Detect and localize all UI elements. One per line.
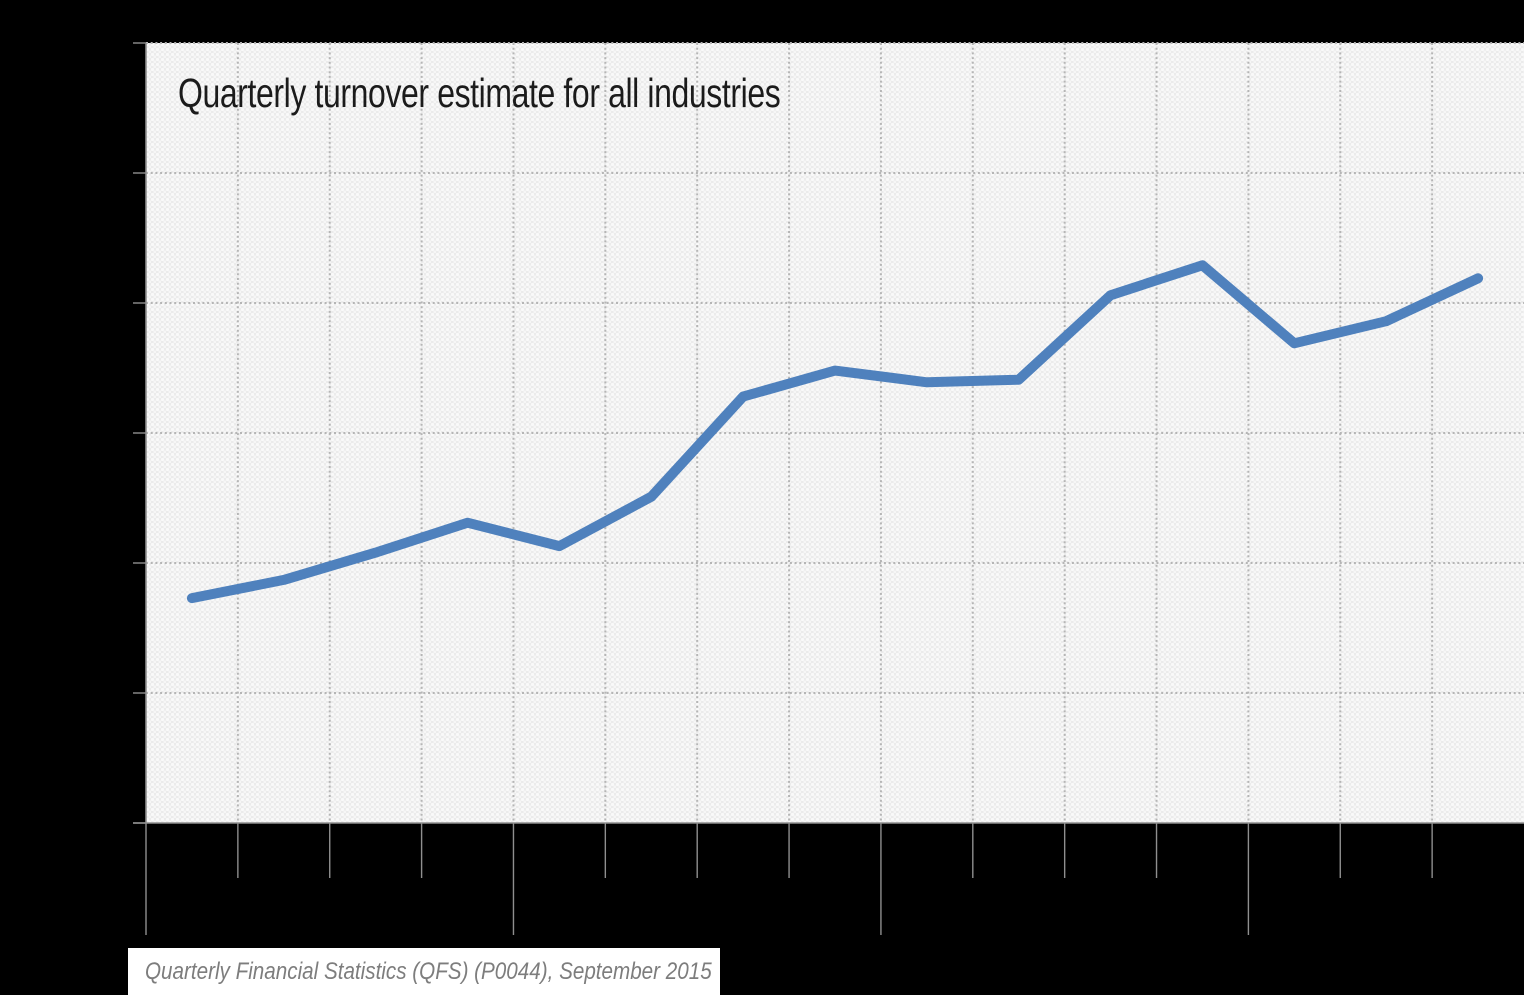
chart-title-text: Quarterly turnover estimate for all indu… (178, 70, 781, 116)
source-note-box: Quarterly Financial Statistics (QFS) (P0… (128, 948, 720, 995)
source-note-text: Quarterly Financial Statistics (QFS) (P0… (145, 957, 712, 985)
turnover-series-line (186, 260, 1484, 604)
chart-title: Quarterly turnover estimate for all indu… (178, 73, 950, 114)
